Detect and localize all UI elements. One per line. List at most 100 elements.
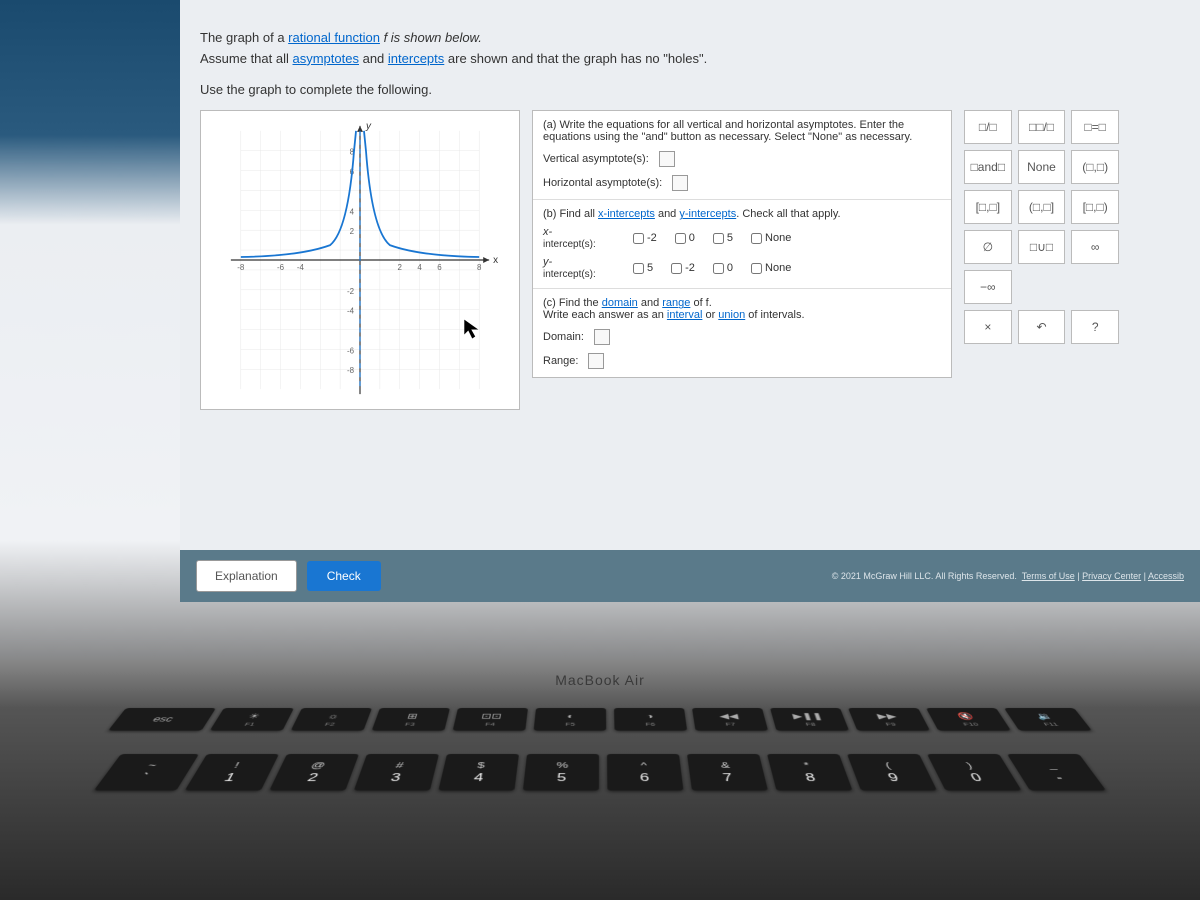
key-f7: ◀◀F7 xyxy=(692,708,768,731)
asymptotes-link[interactable]: asymptotes xyxy=(293,51,359,66)
union-link[interactable]: union xyxy=(718,309,745,321)
interval-link[interactable]: interval xyxy=(667,309,702,321)
vertical-asymptote-label: Vertical asymptote(s): xyxy=(543,153,649,165)
key-f6: ◑F6 xyxy=(614,708,687,731)
palette-equation[interactable]: □=□ xyxy=(1071,110,1119,144)
key-f11: 🔉F11 xyxy=(1004,708,1092,731)
y-opt-3[interactable]: None xyxy=(751,262,791,274)
palette-mixed-fraction[interactable]: □□/□ xyxy=(1018,110,1066,144)
text: of intervals. xyxy=(745,309,804,321)
text: Assume that all xyxy=(200,51,293,66)
key-0: )0 xyxy=(927,754,1022,791)
y-opt-0[interactable]: 5 xyxy=(633,262,653,274)
q-b-label: (b) xyxy=(543,208,560,220)
text: are shown and that the graph has no "hol… xyxy=(444,51,707,66)
svg-text:8: 8 xyxy=(477,263,482,272)
instruction: Use the graph to complete the following. xyxy=(200,80,1180,101)
check-button[interactable]: Check xyxy=(307,561,381,591)
key-1: !1 xyxy=(185,754,279,791)
privacy-link[interactable]: Privacy Center xyxy=(1082,571,1141,581)
text: or xyxy=(702,309,718,321)
text: and xyxy=(655,208,679,220)
text: . Check all that apply. xyxy=(736,208,840,220)
terms-link[interactable]: Terms of Use xyxy=(1022,571,1075,581)
key-f8: ▶❚❚F8 xyxy=(770,708,849,731)
text: and xyxy=(359,51,388,66)
range-input[interactable] xyxy=(588,353,604,369)
y-opt-1[interactable]: -2 xyxy=(671,262,695,274)
key-7: &7 xyxy=(687,754,768,791)
x-opt-3[interactable]: None xyxy=(751,232,791,244)
x-intercepts-link[interactable]: x-intercepts xyxy=(598,208,655,220)
palette-undo[interactable]: ↶ xyxy=(1018,310,1066,344)
q-a-label: (a) xyxy=(543,119,560,131)
key-5: %5 xyxy=(523,754,599,791)
domain-link[interactable]: domain xyxy=(602,297,638,309)
palette-empty-set[interactable]: ∅ xyxy=(964,230,1012,264)
palette-fraction[interactable]: □/□ xyxy=(964,110,1012,144)
text: f is shown below. xyxy=(380,30,482,45)
key-2: @2 xyxy=(269,754,359,791)
text: intercept(s): xyxy=(543,239,596,250)
svg-text:-8: -8 xyxy=(347,367,355,376)
svg-text:-4: -4 xyxy=(347,307,355,316)
palette-closed-interval[interactable]: [□,□] xyxy=(964,190,1012,224)
key--: _- xyxy=(1007,754,1106,791)
keyboard: MacBook Air esc☀F1☼F2⊞F3⊡⊡F4◐F5◑F6◀◀F7▶❚… xyxy=(0,660,1200,900)
svg-text:y: y xyxy=(365,121,372,132)
palette-half-open-right[interactable]: (□,□] xyxy=(1018,190,1066,224)
palette-clear[interactable]: × xyxy=(964,310,1012,344)
y-opt-2[interactable]: 0 xyxy=(713,262,733,274)
question-a: (a) Write the equations for all vertical… xyxy=(533,111,951,200)
text: of f. xyxy=(690,297,711,309)
graph-panel: x y -8-6-4 2468 86 42 -2-4 -6-8 xyxy=(200,110,520,410)
text: Find the xyxy=(559,297,602,309)
palette-help[interactable]: ? xyxy=(1071,310,1119,344)
key-`: ~` xyxy=(94,754,199,791)
rational-function-link[interactable]: rational function xyxy=(288,30,380,45)
y-intercept-row: y-intercept(s): 5 -2 0 None xyxy=(543,256,941,280)
text: and xyxy=(638,297,662,309)
x-opt-1[interactable]: 0 xyxy=(675,232,695,244)
text: intercept(s): xyxy=(543,269,596,280)
domain-label: Domain: xyxy=(543,331,584,343)
y-intercepts-link[interactable]: y-intercepts xyxy=(679,208,736,220)
x-opt-2[interactable]: 5 xyxy=(713,232,733,244)
q-a-prompt: Write the equations for all vertical and… xyxy=(543,119,912,143)
svg-text:-6: -6 xyxy=(347,347,355,356)
svg-text:-6: -6 xyxy=(277,263,285,272)
explanation-button[interactable]: Explanation xyxy=(196,560,297,592)
palette-and[interactable]: □and□ xyxy=(964,150,1012,184)
text: The graph of a xyxy=(200,30,288,45)
palette-open-interval[interactable]: (□,□) xyxy=(1071,150,1119,184)
range-link[interactable]: range xyxy=(662,297,690,309)
svg-text:-4: -4 xyxy=(297,263,305,272)
intercepts-link[interactable]: intercepts xyxy=(388,51,444,66)
text: Write each answer as an xyxy=(543,309,667,321)
palette-none[interactable]: None xyxy=(1018,150,1066,184)
palette-neg-infinity[interactable]: −∞ xyxy=(964,270,1012,304)
key-8: *8 xyxy=(767,754,853,791)
range-label: Range: xyxy=(543,355,578,367)
palette-union[interactable]: □∪□ xyxy=(1018,230,1066,264)
x-opt-0[interactable]: -2 xyxy=(633,232,657,244)
vertical-asymptote-input[interactable] xyxy=(659,151,675,167)
palette-infinity[interactable]: ∞ xyxy=(1071,230,1119,264)
key-esc: esc xyxy=(108,708,216,731)
text: y- xyxy=(543,256,552,268)
key-3: #3 xyxy=(354,754,439,791)
copyright: © 2021 McGraw Hill LLC. All Rights Reser… xyxy=(832,571,1184,581)
key-4: $4 xyxy=(438,754,519,791)
graph-svg: x y -8-6-4 2468 86 42 -2-4 -6-8 xyxy=(201,111,519,409)
content-area: The graph of a rational function f is sh… xyxy=(180,0,1200,602)
horizontal-asymptote-input[interactable] xyxy=(672,175,688,191)
action-bar: Explanation Check © 2021 McGraw Hill LLC… xyxy=(180,550,1200,602)
svg-text:-8: -8 xyxy=(237,263,245,272)
accessibility-link[interactable]: Accessib xyxy=(1148,571,1184,581)
palette-half-open-left[interactable]: [□,□) xyxy=(1071,190,1119,224)
svg-text:6: 6 xyxy=(437,263,442,272)
x-intercept-row: x-intercept(s): -2 0 5 None xyxy=(543,226,941,250)
domain-input[interactable] xyxy=(594,329,610,345)
q-c-label: (c) xyxy=(543,297,559,309)
svg-text:-2: -2 xyxy=(347,287,355,296)
